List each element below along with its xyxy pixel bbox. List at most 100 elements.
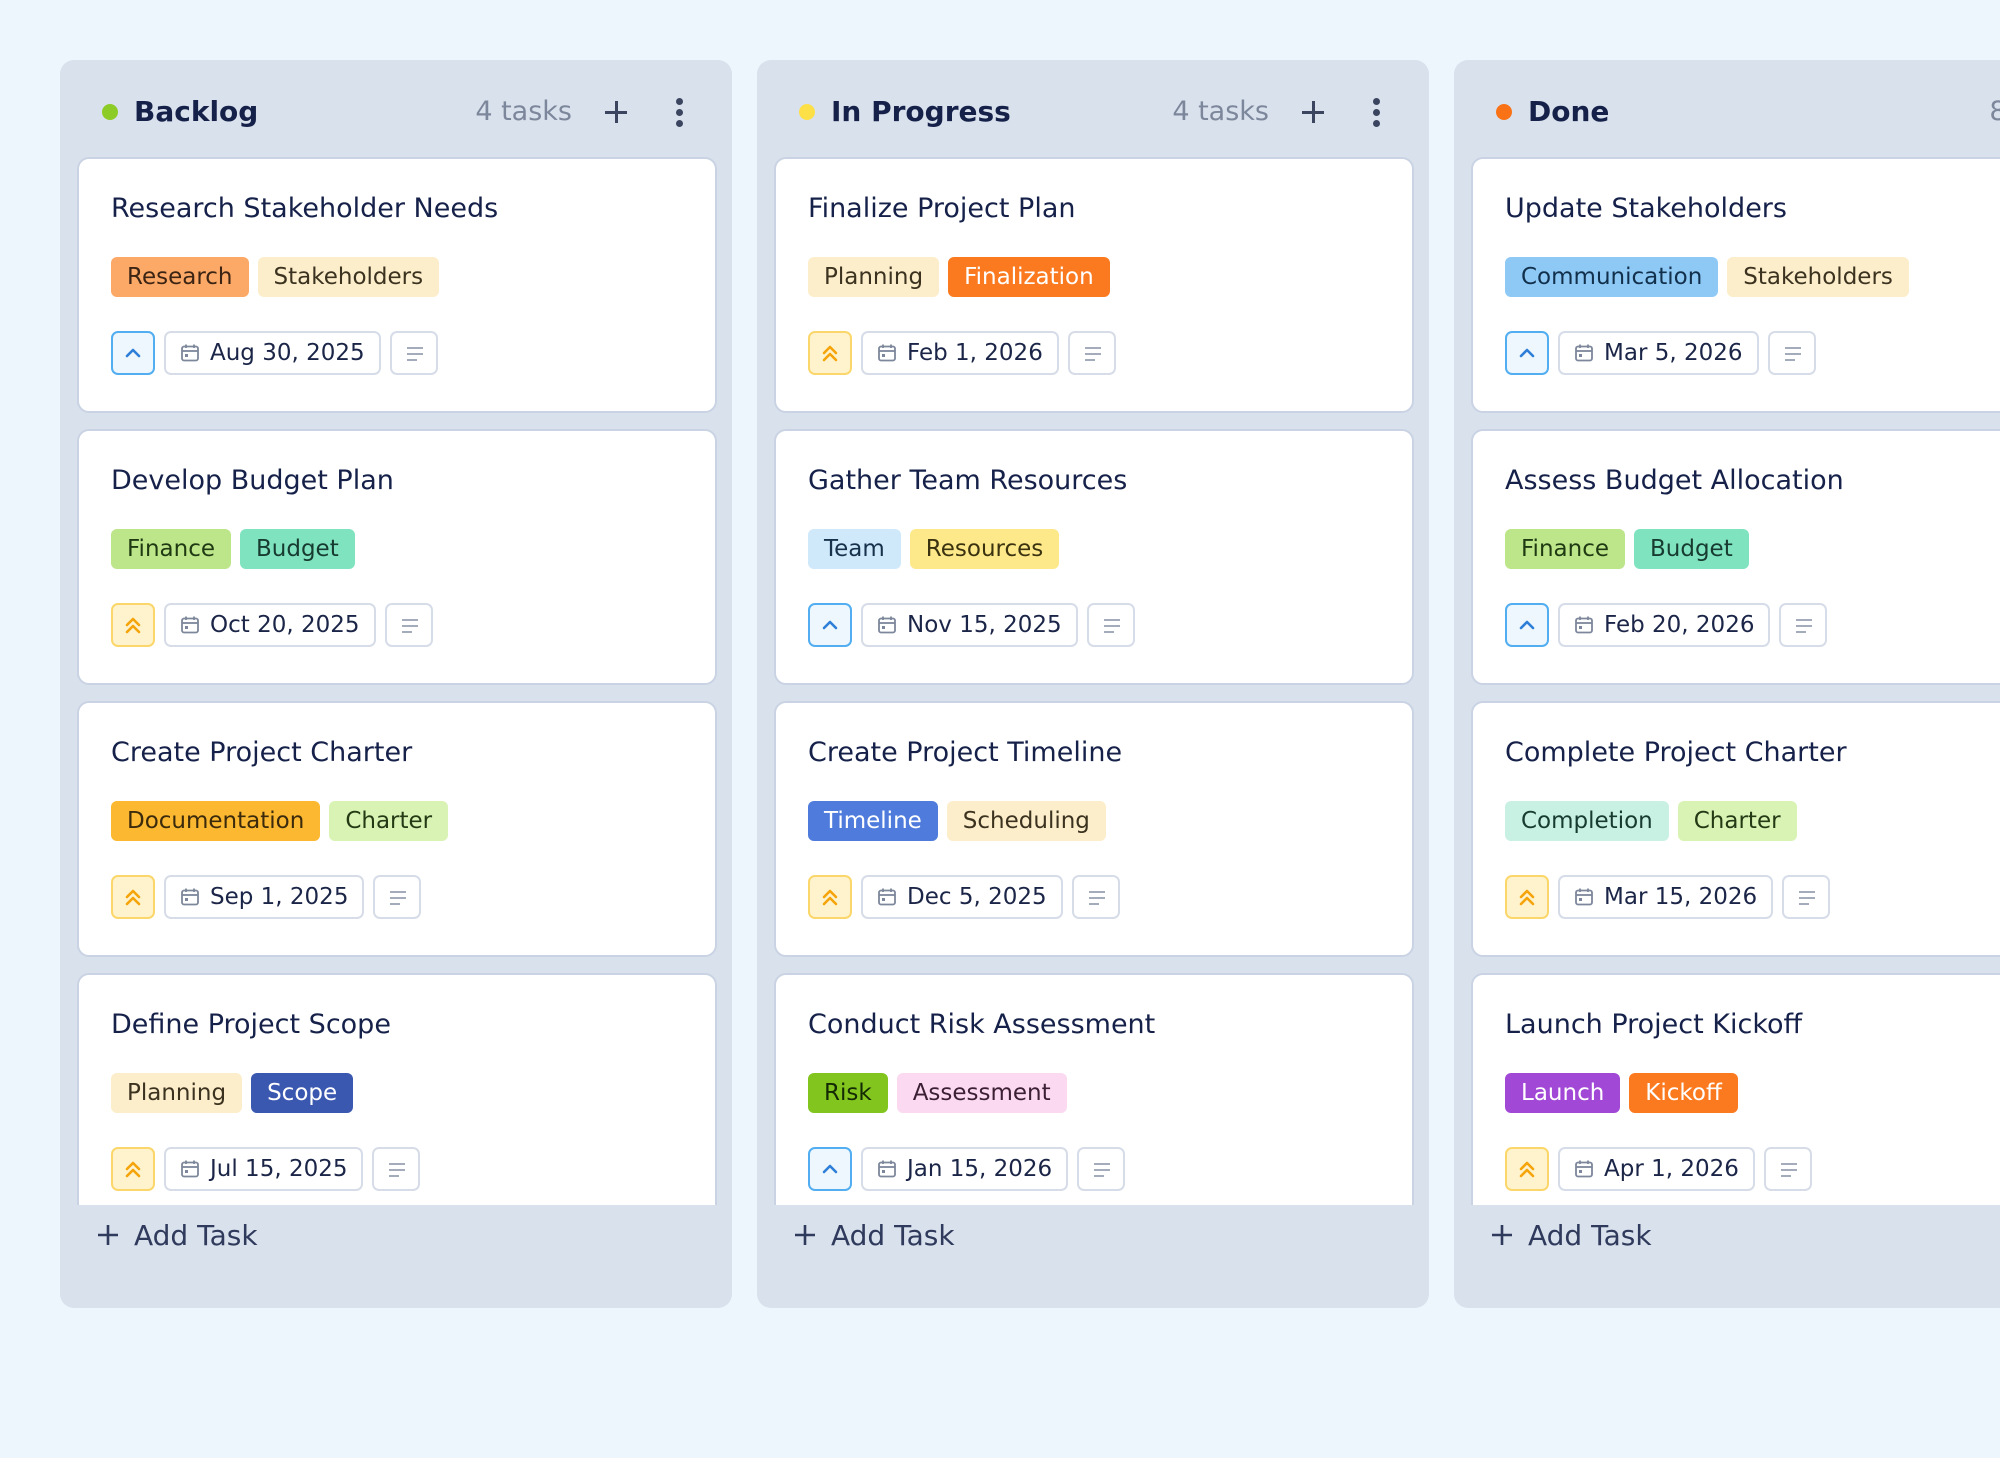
task-card[interactable]: Gather Team Resources Team Resources Nov 15… [774,429,1414,685]
calendar-icon [877,343,897,363]
task-meta: Feb 20, 2026 [1505,603,1828,647]
tag-badge[interactable]: Stakeholders [1727,257,1909,297]
tag-badge[interactable]: Completion [1505,801,1669,841]
description-button[interactable] [1767,331,1816,375]
calendar-icon [877,1159,897,1179]
task-card[interactable]: Create Project Timeline Timeline Schedulin… [774,701,1414,957]
tag-badge[interactable]: Planning [111,1073,243,1113]
calendar-icon [1574,887,1594,907]
due-date-text: Aug 30, 2025 [210,340,365,366]
description-button[interactable] [373,875,422,919]
description-button[interactable] [1782,875,1831,919]
task-title: Define Project Scope [111,1009,391,1040]
task-card[interactable]: Update Stakeholders Communication Stakehol… [1471,157,2000,413]
task-card[interactable]: Conduct Risk Assessment Risk Assessment Jan… [774,973,1414,1205]
priority-normal-button[interactable] [111,331,155,375]
description-button[interactable] [1077,1147,1126,1191]
due-date-button[interactable]: Sep 1, 2025 [164,875,365,919]
due-date-button[interactable]: Jan 15, 2026 [861,1147,1069,1191]
tag-badge[interactable]: Research [111,257,249,297]
description-button[interactable] [1779,603,1828,647]
add-task-button[interactable]: Add Task [96,1210,258,1260]
tag-badge[interactable]: Stakeholders [257,257,440,297]
due-date-button[interactable]: Dec 5, 2025 [861,875,1063,919]
due-date-button[interactable]: Aug 30, 2025 [164,331,381,375]
add-task-button[interactable]: Add Task [793,1210,955,1260]
due-date-button[interactable]: Apr 1, 2026 [1558,1147,1755,1191]
tag-badge[interactable]: Planning [808,257,940,297]
tag-badge[interactable]: Assessment [896,1073,1067,1113]
priority-normal-button[interactable] [808,1147,852,1191]
task-card[interactable]: Define Project Scope Planning Scope Jul 15,… [77,973,717,1205]
description-button[interactable] [384,603,433,647]
task-title: Launch Project Kickoff [1505,1009,1803,1040]
tag-badge[interactable]: Resources [909,529,1060,569]
task-title: Create Project Charter [111,737,413,768]
tag-badge[interactable]: Charter [329,801,449,841]
add-task-label: Add Task [831,1218,955,1252]
tag-badge[interactable]: Scope [251,1073,354,1113]
tag-badge[interactable]: Documentation [111,801,321,841]
priority-high-button[interactable] [1505,1147,1549,1191]
tag-badge[interactable]: Finalization [948,257,1110,297]
priority-high-button[interactable] [111,603,155,647]
due-date-button[interactable]: Oct 20, 2025 [164,603,376,647]
task-card[interactable]: Complete Project Charter Completion Charte… [1471,701,2000,957]
due-date-button[interactable]: Nov 15, 2025 [861,603,1078,647]
description-button[interactable] [1071,875,1120,919]
tag-badge[interactable]: Budget [1634,529,1749,569]
tag-badge[interactable]: Team [808,529,901,569]
priority-normal-button[interactable] [1505,603,1549,647]
priority-normal-button[interactable] [808,603,852,647]
calendar-icon [180,887,200,907]
tag-badge[interactable]: Finance [111,529,231,569]
task-card[interactable]: Research Stakeholder Needs Research Stakeh… [77,157,717,413]
description-button[interactable] [389,331,438,375]
task-meta: Feb 1, 2026 [808,331,1116,375]
description-button[interactable] [1067,331,1116,375]
task-card[interactable]: Launch Project Kickoff Launch Kickoff Apr 1… [1471,973,2000,1205]
column-menu-button[interactable] [1361,90,1391,134]
due-date-button[interactable]: Jul 15, 2025 [164,1147,364,1191]
kebab-dot-icon [676,109,683,116]
add-task-button[interactable]: Add Task [1490,1210,1652,1260]
tag-badge[interactable]: Finance [1505,529,1625,569]
tag-badge[interactable]: Scheduling [946,801,1106,841]
add-card-button[interactable] [1291,90,1335,134]
column-menu-button[interactable] [664,90,694,134]
priority-high-button[interactable] [808,331,852,375]
due-date-button[interactable]: Feb 20, 2026 [1558,603,1771,647]
tag-list: Team Resources [808,529,1060,569]
description-button[interactable] [1086,603,1135,647]
due-date-text: Nov 15, 2025 [907,612,1062,638]
priority-high-button[interactable] [1505,875,1549,919]
due-date-button[interactable]: Mar 5, 2026 [1558,331,1759,375]
description-button[interactable] [372,1147,421,1191]
tag-badge[interactable]: Charter [1677,801,1797,841]
add-card-button[interactable] [594,90,638,134]
priority-normal-button[interactable] [1505,331,1549,375]
task-title: Create Project Timeline [808,737,1123,768]
task-title: Complete Project Charter [1505,737,1847,768]
task-card[interactable]: Develop Budget Plan Finance Budget Oct 20, … [77,429,717,685]
task-card[interactable]: Assess Budget Allocation Finance Budget Feb… [1471,429,2000,685]
tag-list: Risk Assessment [808,1073,1067,1113]
task-count: 4 tasks [475,96,572,127]
column-title: Backlog [134,95,259,128]
kebab-dot-icon [676,98,683,105]
tag-badge[interactable]: Risk [808,1073,888,1113]
tag-badge[interactable]: Timeline [808,801,938,841]
priority-high-button[interactable] [808,875,852,919]
task-card[interactable]: Finalize Project Plan Planning Finalizatio… [774,157,1414,413]
description-button[interactable] [1763,1147,1812,1191]
task-card[interactable]: Create Project Charter Documentation Chart… [77,701,717,957]
due-date-button[interactable]: Feb 1, 2026 [861,331,1059,375]
tag-badge[interactable]: Kickoff [1629,1073,1738,1113]
tag-badge[interactable]: Budget [240,529,355,569]
due-date-button[interactable]: Mar 15, 2026 [1558,875,1774,919]
tag-badge[interactable]: Launch [1505,1073,1621,1113]
priority-high-button[interactable] [111,875,155,919]
tag-badge[interactable]: Communication [1505,257,1719,297]
calendar-icon [877,887,897,907]
priority-high-button[interactable] [111,1147,155,1191]
